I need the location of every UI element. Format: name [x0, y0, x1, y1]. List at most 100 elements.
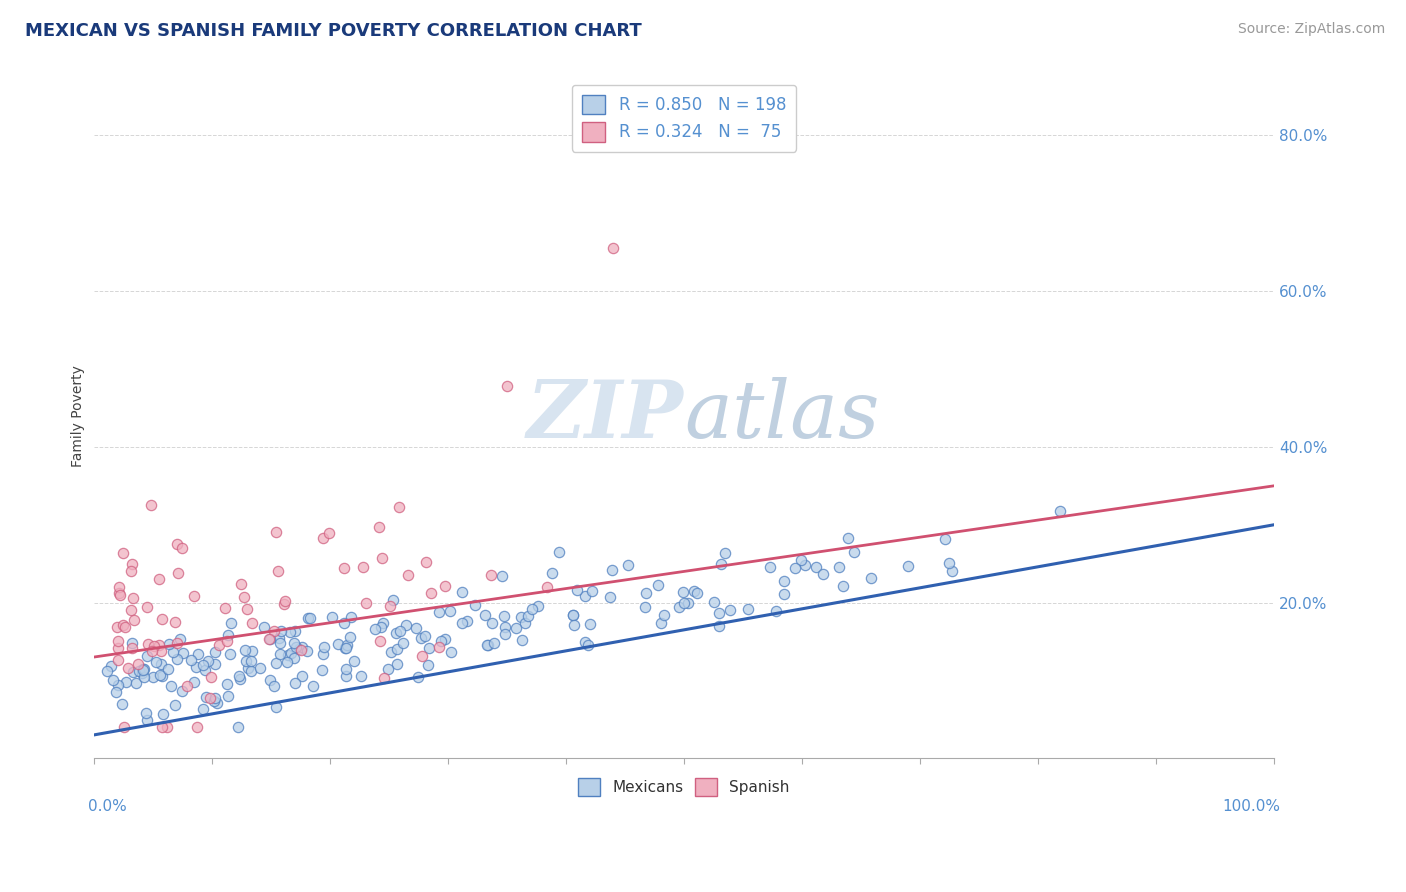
Point	[371, 615, 394, 630]
Point	[229, 672, 252, 686]
Point	[475, 638, 498, 652]
Point	[166, 537, 188, 551]
Point	[132, 663, 155, 677]
Point	[167, 566, 190, 580]
Point	[686, 586, 709, 600]
Point	[516, 608, 538, 623]
Point	[284, 624, 307, 638]
Point	[522, 602, 544, 616]
Point	[219, 616, 242, 631]
Point	[127, 657, 149, 671]
Point	[335, 638, 357, 652]
Point	[131, 665, 153, 680]
Point	[321, 610, 343, 624]
Point	[602, 241, 624, 255]
Point	[112, 720, 135, 734]
Point	[380, 645, 402, 659]
Point	[111, 546, 134, 560]
Point	[832, 579, 855, 593]
Point	[297, 610, 319, 624]
Point	[668, 599, 690, 614]
Point	[194, 690, 217, 704]
Point	[326, 637, 349, 651]
Point	[219, 647, 242, 661]
Point	[149, 644, 172, 658]
Point	[343, 654, 366, 668]
Point	[204, 645, 226, 659]
Point	[240, 644, 263, 658]
Point	[96, 664, 118, 678]
Point	[276, 655, 298, 669]
Point	[312, 648, 335, 662]
Point	[391, 636, 413, 650]
Point	[198, 690, 221, 705]
Legend: Mexicans, Spanish: Mexicans, Spanish	[572, 772, 796, 802]
Point	[202, 694, 225, 708]
Point	[491, 568, 513, 582]
Point	[332, 615, 354, 630]
Point	[312, 531, 335, 545]
Point	[149, 657, 172, 671]
Point	[191, 702, 214, 716]
Point	[278, 625, 301, 640]
Point	[420, 585, 443, 599]
Point	[267, 631, 290, 645]
Point	[427, 606, 450, 620]
Point	[335, 668, 357, 682]
Point	[259, 632, 281, 647]
Point	[121, 636, 143, 650]
Point	[433, 579, 456, 593]
Text: 0.0%: 0.0%	[87, 799, 127, 814]
Point	[259, 673, 281, 687]
Point	[411, 648, 433, 663]
Point	[229, 577, 252, 591]
Point	[938, 557, 960, 571]
Point	[450, 615, 472, 630]
Point	[318, 525, 340, 540]
Point	[172, 683, 194, 698]
Point	[280, 646, 302, 660]
Point	[794, 558, 817, 572]
Point	[474, 607, 496, 622]
Point	[333, 561, 356, 575]
Point	[897, 558, 920, 573]
Point	[121, 665, 143, 680]
Point	[291, 669, 314, 683]
Point	[205, 696, 228, 710]
Point	[239, 654, 262, 668]
Point	[813, 566, 835, 581]
Point	[617, 558, 640, 572]
Point	[299, 611, 322, 625]
Point	[277, 648, 299, 662]
Point	[114, 620, 136, 634]
Point	[121, 558, 143, 572]
Point	[464, 598, 486, 612]
Point	[284, 675, 307, 690]
Point	[108, 580, 131, 594]
Point	[122, 613, 145, 627]
Point	[159, 680, 181, 694]
Point	[599, 590, 621, 604]
Point	[253, 620, 276, 634]
Point	[492, 609, 515, 624]
Point	[495, 379, 517, 393]
Point	[477, 638, 499, 652]
Point	[207, 638, 229, 652]
Point	[440, 645, 463, 659]
Point	[186, 720, 208, 734]
Point	[183, 589, 205, 603]
Point	[479, 567, 502, 582]
Point	[837, 532, 859, 546]
Point	[100, 659, 122, 673]
Point	[157, 662, 180, 676]
Point	[574, 589, 596, 603]
Point	[790, 553, 813, 567]
Point	[565, 583, 588, 598]
Point	[107, 678, 129, 692]
Point	[264, 525, 287, 540]
Point	[145, 656, 167, 670]
Point	[672, 585, 695, 599]
Point	[387, 641, 409, 656]
Point	[249, 661, 271, 675]
Point	[150, 720, 173, 734]
